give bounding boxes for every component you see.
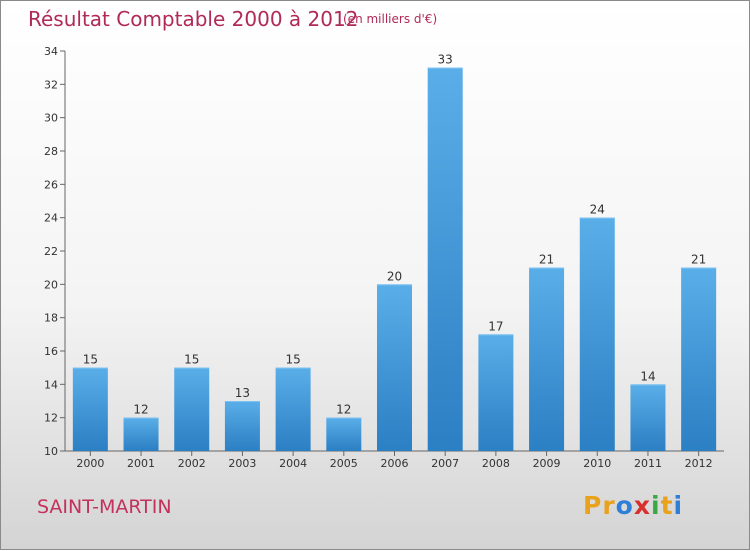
x-tick-label: 2002 <box>178 457 206 470</box>
x-tick-label: 2008 <box>482 457 510 470</box>
bar-value-label: 15 <box>184 353 199 367</box>
y-tick-label: 28 <box>44 145 58 158</box>
x-tick-label: 2004 <box>279 457 307 470</box>
y-tick-label: 18 <box>44 312 58 325</box>
chart-subtitle: (en milliers d'€) <box>343 12 438 26</box>
x-tick-label: 2005 <box>330 457 358 470</box>
commune-name: SAINT-MARTIN <box>37 496 172 518</box>
bar-value-label: 12 <box>336 403 351 417</box>
bar-value-label: 17 <box>488 319 503 333</box>
bar <box>224 401 260 451</box>
bar-value-label: 15 <box>285 353 300 367</box>
x-tick-label: 2001 <box>127 457 155 470</box>
bar <box>72 367 108 451</box>
bar <box>123 417 159 451</box>
y-tick-label: 26 <box>44 178 58 191</box>
x-tick-label: 2009 <box>533 457 561 470</box>
y-tick-label: 12 <box>44 412 58 425</box>
bar-value-label: 21 <box>691 253 706 267</box>
bar <box>630 384 666 451</box>
bar <box>174 367 210 451</box>
bar <box>579 217 615 451</box>
y-tick-label: 10 <box>44 445 58 458</box>
bar <box>377 284 412 451</box>
bar <box>427 67 463 452</box>
bar <box>478 334 514 451</box>
y-tick-label: 34 <box>44 45 58 58</box>
logo-letter: i <box>673 491 684 520</box>
y-tick-label: 16 <box>44 345 58 358</box>
bar-value-label: 14 <box>640 369 655 383</box>
bars: 15 12 15 13 15 12 20 33 17 21 24 14 21 <box>72 53 717 452</box>
logo-letter: t <box>660 491 674 520</box>
x-tick-label: 2011 <box>634 457 662 470</box>
bar-value-label: 12 <box>133 403 148 417</box>
bar-value-label: 20 <box>387 269 402 283</box>
axes: 10 12 14 16 18 20 22 24 26 28 30 32 34 2000 2001 2002 20… <box>44 45 724 470</box>
x-tick-label: 2003 <box>228 457 256 470</box>
bar-value-label: 33 <box>438 53 453 67</box>
y-tick-label: 24 <box>44 212 58 225</box>
chart-title: Résultat Comptable 2000 à 2012 <box>28 7 359 31</box>
proxiti-logo: Proxiti <box>583 491 683 520</box>
y-tick-label: 22 <box>44 245 58 258</box>
logo-letter: P <box>583 491 603 520</box>
bar-value-label: 24 <box>590 203 605 217</box>
logo-letter: x <box>633 491 651 520</box>
bar <box>681 267 717 451</box>
logo-letter: i <box>651 491 661 520</box>
y-tick-label: 32 <box>44 78 58 91</box>
x-tick-label: 2012 <box>685 457 713 470</box>
x-tick-label: 2000 <box>76 457 104 470</box>
bar <box>275 367 311 451</box>
bar <box>529 267 565 451</box>
x-tick-label: 2006 <box>381 457 409 470</box>
x-tick-label: 2010 <box>583 457 611 470</box>
bar-value-label: 15 <box>83 353 98 367</box>
y-tick-label: 14 <box>44 378 58 391</box>
y-tick-label: 20 <box>44 278 58 291</box>
bar-value-label: 13 <box>235 386 250 400</box>
bar-value-label: 21 <box>539 253 554 267</box>
y-tick-label: 30 <box>44 112 58 125</box>
logo-letter: o <box>615 491 634 520</box>
logo-letter: r <box>602 491 616 520</box>
x-tick-label: 2007 <box>431 457 459 470</box>
bar <box>326 417 362 451</box>
